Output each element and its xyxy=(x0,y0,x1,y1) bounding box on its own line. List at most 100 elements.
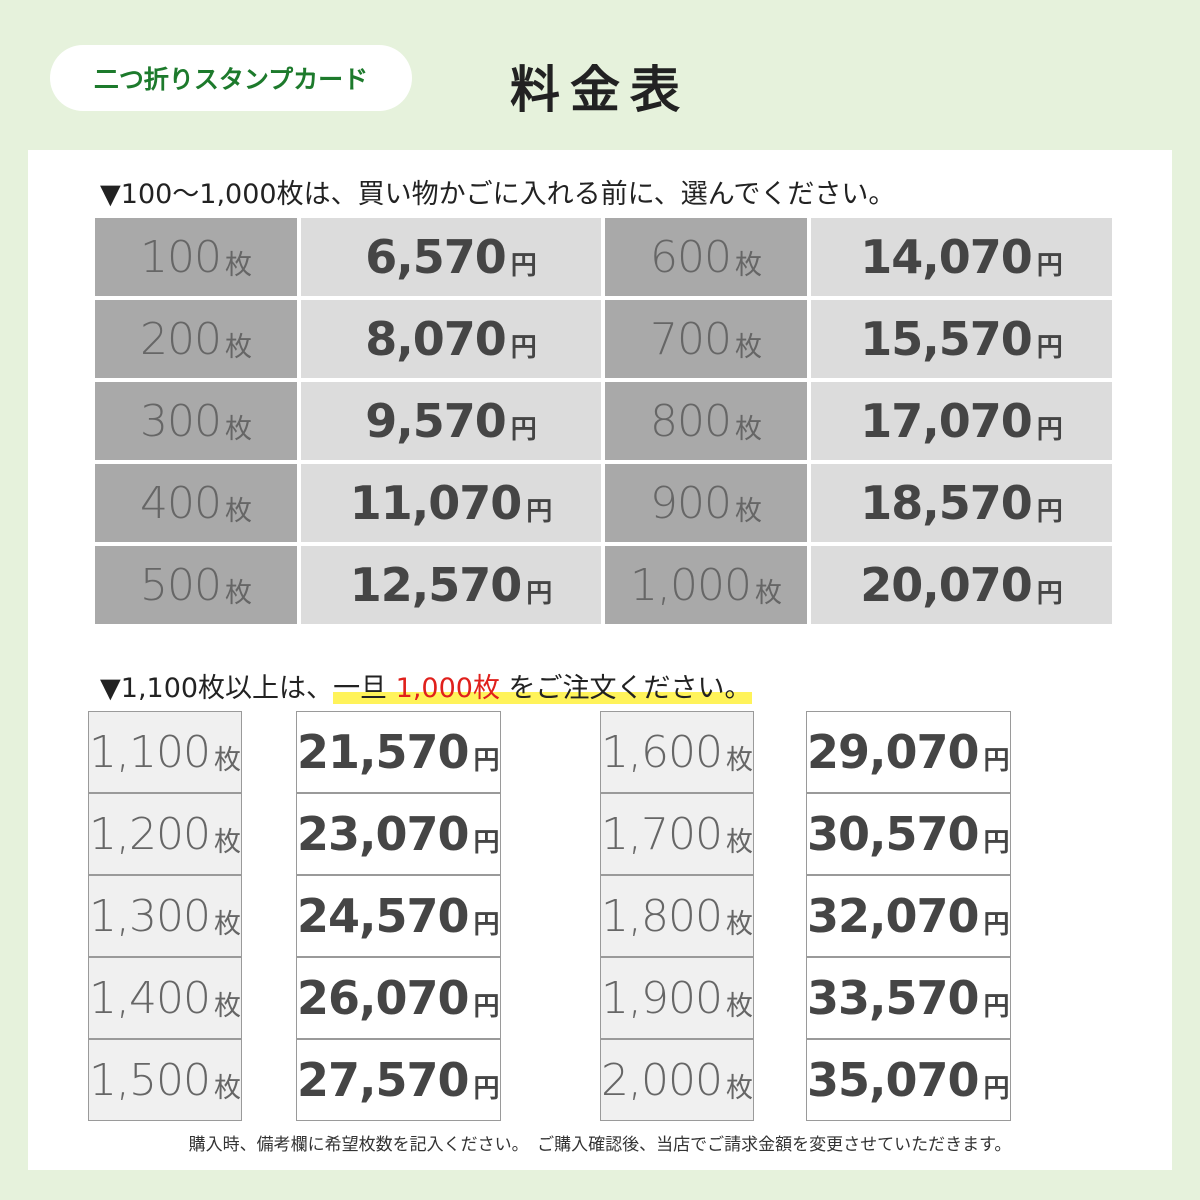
qty-cell: 1,200 枚 xyxy=(88,793,242,875)
price-unit: 円 xyxy=(473,909,500,940)
price: 32,070 xyxy=(807,889,980,943)
quantity: 700 xyxy=(650,313,732,365)
footer: 購入時、備考欄に希望枚数を記入ください。 ご購入確認後、当店でご請求金額を変更さ… xyxy=(188,1135,1012,1155)
qty-cell: 1,800 枚 xyxy=(600,875,754,957)
price: 24,570 xyxy=(297,889,470,943)
price-cell: 20,070 円 xyxy=(811,546,1112,624)
qty-cell: 100 枚 xyxy=(95,218,297,296)
qty-cell: 1,100 枚 xyxy=(88,711,242,793)
qty-cell: 700 枚 xyxy=(605,300,807,378)
price-cell: 30,570 円 xyxy=(806,793,1011,875)
price: 11,070 xyxy=(349,476,523,530)
price-unit: 円 xyxy=(473,827,500,858)
quantity: 600 xyxy=(650,231,732,283)
price-cell: 17,070 円 xyxy=(811,382,1112,460)
quantity: 800 xyxy=(650,395,732,447)
price-unit: 円 xyxy=(983,745,1010,776)
price-cell: 9,570 円 xyxy=(301,382,601,460)
price-unit: 円 xyxy=(1036,578,1063,609)
price-unit: 円 xyxy=(526,496,553,527)
quantity: 1,100 xyxy=(89,726,211,778)
price-cell: 21,570 円 xyxy=(296,711,501,793)
quantity-unit: 枚 xyxy=(725,744,753,776)
qty-cell: 1,000 枚 xyxy=(605,546,807,624)
note-red: 1,000枚 xyxy=(395,673,500,704)
price: 21,570 xyxy=(297,725,470,779)
price-cell: 23,070 円 xyxy=(296,793,501,875)
price-unit: 円 xyxy=(473,745,500,776)
price-unit: 円 xyxy=(983,1073,1010,1104)
quantity-unit: 枚 xyxy=(224,331,252,363)
qty-cell: 1,500 枚 xyxy=(88,1039,242,1121)
price: 20,070 xyxy=(860,558,1033,612)
note-text: をご注文ください。 xyxy=(499,673,752,704)
price-unit: 円 xyxy=(1036,496,1063,527)
quantity-unit: 枚 xyxy=(224,413,252,445)
quantity-unit: 枚 xyxy=(725,908,753,940)
price: 29,070 xyxy=(807,725,980,779)
price-cell: 29,070 円 xyxy=(806,711,1011,793)
price-unit: 円 xyxy=(510,414,537,445)
price: 6,570 xyxy=(365,230,507,284)
price: 26,070 xyxy=(297,971,470,1025)
price-cell: 11,070 円 xyxy=(301,464,601,542)
price: 35,070 xyxy=(807,1053,980,1107)
quantity-unit: 枚 xyxy=(725,826,753,858)
qty-cell: 1,600 枚 xyxy=(600,711,754,793)
price-cell: 32,070 円 xyxy=(806,875,1011,957)
price-unit: 円 xyxy=(1036,250,1063,281)
price-cell: 26,070 円 xyxy=(296,957,501,1039)
price-unit: 円 xyxy=(510,250,537,281)
qty-cell: 800 枚 xyxy=(605,382,807,460)
title: 料金表 xyxy=(510,61,690,119)
quantity: 500 xyxy=(140,559,222,611)
qty-cell: 2,000 枚 xyxy=(600,1039,754,1121)
quantity: 1,700 xyxy=(601,808,723,860)
quantity: 100 xyxy=(140,231,222,283)
price: 27,570 xyxy=(297,1053,470,1107)
price: 30,570 xyxy=(807,807,980,861)
quantity: 1,500 xyxy=(89,1054,211,1106)
quantity: 1,800 xyxy=(601,890,723,942)
quantity-unit: 枚 xyxy=(224,577,252,609)
quantity-unit: 枚 xyxy=(734,249,762,281)
qty-cell: 1,700 枚 xyxy=(600,793,754,875)
quantity: 300 xyxy=(140,395,222,447)
price: 14,070 xyxy=(860,230,1033,284)
qty-cell: 500 枚 xyxy=(95,546,297,624)
note-lead: ▼1,100枚以上は、 xyxy=(100,673,334,704)
quantity: 1,200 xyxy=(89,808,211,860)
price: 17,070 xyxy=(860,394,1033,448)
price-cell: 12,570 円 xyxy=(301,546,601,624)
price-unit: 円 xyxy=(1036,332,1063,363)
quantity-unit: 枚 xyxy=(213,990,241,1022)
price-cell: 6,570 円 xyxy=(301,218,601,296)
qty-cell: 900 枚 xyxy=(605,464,807,542)
price-unit: 円 xyxy=(510,332,537,363)
quantity-unit: 枚 xyxy=(213,744,241,776)
price-cell: 18,570 円 xyxy=(811,464,1112,542)
quantity: 1,600 xyxy=(601,726,723,778)
quantity-unit: 枚 xyxy=(734,495,762,527)
quantity: 2,000 xyxy=(601,1054,723,1106)
price-cell: 35,070 円 xyxy=(806,1039,1011,1121)
qty-cell: 1,400 枚 xyxy=(88,957,242,1039)
price-unit: 円 xyxy=(983,991,1010,1022)
quantity: 1,000 xyxy=(630,559,752,611)
price-cell: 24,570 円 xyxy=(296,875,501,957)
price-unit: 円 xyxy=(983,909,1010,940)
price: 18,570 xyxy=(860,476,1033,530)
price-unit: 円 xyxy=(1036,414,1063,445)
quantity: 400 xyxy=(140,477,222,529)
price-cell: 14,070 円 xyxy=(811,218,1112,296)
price: 8,070 xyxy=(365,312,507,366)
price-cell: 27,570 円 xyxy=(296,1039,501,1121)
quantity: 1,400 xyxy=(89,972,211,1024)
note-text: 一旦 xyxy=(333,673,396,704)
qty-cell: 600 枚 xyxy=(605,218,807,296)
price-unit: 円 xyxy=(983,827,1010,858)
price-cell: 8,070 円 xyxy=(301,300,601,378)
quantity: 200 xyxy=(140,313,222,365)
quantity: 1,900 xyxy=(601,972,723,1024)
